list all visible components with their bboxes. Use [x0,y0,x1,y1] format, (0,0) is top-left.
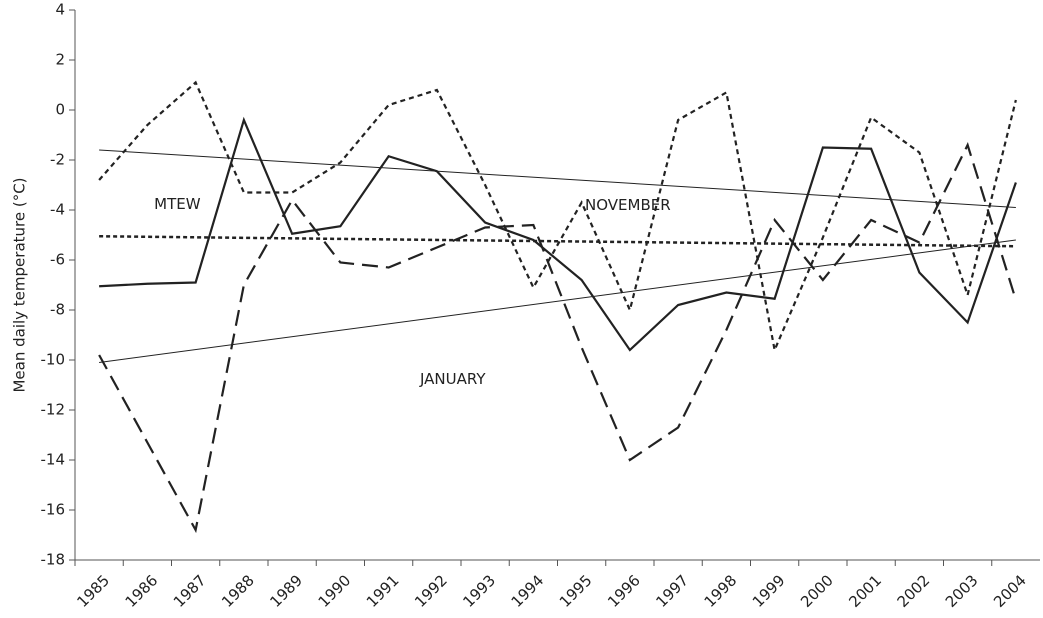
y-tick-label: -12 [41,401,66,419]
x-tick-label: 2001 [845,571,885,611]
series-line [98,142,1017,534]
y-tick-label: -18 [41,551,66,569]
annotation: NOVEMBER [585,196,671,214]
x-tick-label: 1999 [749,571,789,611]
y-tick-label: 2 [55,51,65,69]
x-tick-label: 2003 [942,571,982,611]
x-tick-label: 2002 [894,571,934,611]
x-tick-label: 2004 [990,571,1030,611]
x-tick-label: 1986 [122,571,162,611]
x-tick-label: 1990 [315,571,355,611]
x-tick-label: 1996 [604,571,644,611]
y-tick-label: -2 [50,151,65,169]
x-tick-label: 1992 [411,571,451,611]
y-tick-label: -10 [41,351,66,369]
series-line [98,80,1017,354]
trend-line [99,149,1016,208]
x-tick-label: 1985 [73,571,113,611]
x-tick-label: 1991 [363,571,403,611]
x-tick-label: 1995 [556,571,596,611]
series-line [99,116,1017,352]
x-tick-label: 1988 [218,571,258,611]
trend-line [99,235,1016,248]
annotation: JANUARY [419,370,486,388]
x-tick-label: 1998 [701,571,741,611]
x-tick-label: 1989 [266,571,306,611]
y-tick-label: -6 [50,251,65,269]
y-tick-label: -8 [50,301,65,319]
x-tick-label: 1993 [459,571,499,611]
annotation: MTEW [154,195,201,213]
y-tick-label: 4 [55,1,65,19]
y-tick-label: -4 [50,201,65,219]
x-tick-label: 1987 [170,571,210,611]
y-tick-label: -14 [41,451,66,469]
x-tick-label: 2000 [797,571,837,611]
x-tick-label: 1997 [652,571,692,611]
trend-line [99,239,1016,363]
y-tick-label: -16 [41,501,66,519]
y-axis-label: Mean daily temperature (°C) [11,177,29,392]
x-tick-label: 1994 [508,571,548,611]
y-tick-label: 0 [55,101,65,119]
